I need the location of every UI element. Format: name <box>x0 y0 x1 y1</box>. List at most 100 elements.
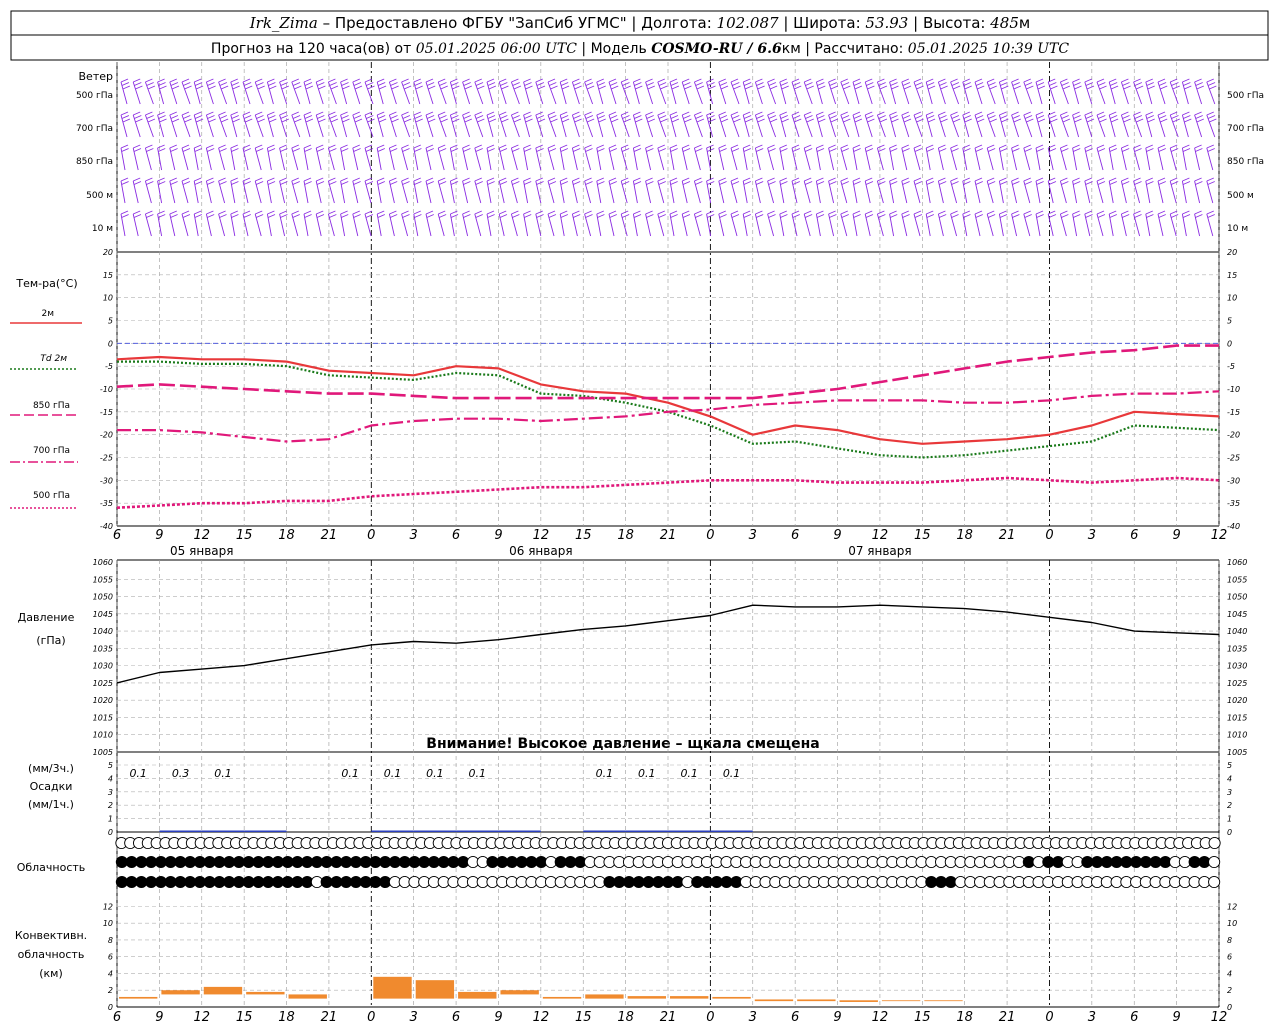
wind-barb-feather <box>219 148 227 152</box>
wind-barb-staff <box>718 213 725 237</box>
wind-barb-feather <box>280 181 288 185</box>
wind-barb-staff <box>852 147 858 171</box>
wind-barb-staff <box>401 81 411 105</box>
wind-barb-feather <box>414 115 422 119</box>
wind-barb-staff <box>1059 147 1067 171</box>
wind-barb-feather <box>646 115 654 119</box>
wind-barb-feather <box>682 214 691 218</box>
wind-barb <box>730 111 741 138</box>
wind-barb-staff <box>535 114 544 138</box>
wind-barb-staff <box>669 81 677 105</box>
wind-barb-staff <box>852 180 858 204</box>
wind-barb <box>815 210 825 237</box>
wind-barb <box>376 210 386 237</box>
wind-barb <box>401 111 412 138</box>
wind-barb-staff <box>657 81 667 105</box>
wind-barb <box>950 177 959 204</box>
wind-barb-feather <box>987 144 995 149</box>
wind-barb-staff <box>791 180 798 204</box>
wind-barb-feather <box>389 111 397 116</box>
wind-barb-feather <box>1049 115 1057 119</box>
wind-barb-feather <box>950 210 958 215</box>
wind-barb-staff <box>876 114 886 138</box>
wind-barb-staff <box>376 114 384 138</box>
wind-barb-staff <box>1145 114 1153 138</box>
y-tick-label: 4 <box>1227 969 1232 978</box>
wind-barb-feather <box>451 115 459 119</box>
wind-barb-feather <box>695 148 703 152</box>
hour-tick-label: 18 <box>278 528 295 543</box>
wind-barb-feather <box>390 181 398 185</box>
wind-barb-feather <box>525 85 533 90</box>
wind-barb-feather <box>926 82 935 86</box>
wind-barb <box>120 78 131 105</box>
wind-barb <box>998 177 1008 204</box>
wind-barb <box>1206 144 1215 171</box>
wind-barb-staff <box>193 147 199 171</box>
wind-barb <box>1181 111 1192 138</box>
wind-barb-feather <box>743 181 752 185</box>
y-tick-label: 15 <box>103 271 113 280</box>
wind-barb-staff <box>144 213 152 237</box>
wind-level-10m-right: 10 м <box>1227 224 1248 234</box>
precip-bar <box>413 830 457 832</box>
wind-barb-feather <box>1207 82 1216 86</box>
day-label: 05 января <box>170 544 233 558</box>
wind-barb-feather <box>1207 115 1216 119</box>
wind-barb-feather <box>279 177 287 182</box>
wind-barb-feather <box>316 177 324 182</box>
wind-barb <box>144 78 156 105</box>
wind-barb <box>742 144 752 171</box>
wind-barb-feather <box>364 177 373 182</box>
y-tick-label: -35 <box>100 499 113 508</box>
wind-barb-feather <box>1195 115 1203 119</box>
wind-barb-feather <box>523 78 531 83</box>
wind-barb-feather <box>743 210 751 215</box>
wind-barb <box>279 144 288 171</box>
wind-barb-feather <box>804 111 812 116</box>
wind-barb <box>974 144 983 171</box>
wind-barb <box>913 177 923 204</box>
wind-barb-feather <box>1207 214 1215 218</box>
wind-barb-staff <box>950 114 960 138</box>
y-tick-label: 3 <box>108 788 113 797</box>
wind-barb-feather <box>428 118 436 123</box>
wind-barb-staff <box>1133 147 1141 171</box>
wind-barb-feather <box>829 82 837 86</box>
wind-barb-feather <box>840 78 848 83</box>
wind-barb-feather <box>524 181 532 185</box>
wind-barb-feather <box>781 118 789 123</box>
wind-barb-feather <box>621 214 630 218</box>
temperature-series-line <box>116 355 1220 445</box>
wind-barb <box>1084 177 1093 204</box>
wind-barb-feather <box>267 181 276 185</box>
wind-barb-staff <box>840 147 848 171</box>
wind-barb-staff <box>1206 81 1216 105</box>
wind-barb-feather <box>342 85 350 90</box>
wind-barb <box>1157 111 1168 138</box>
wind-barb-feather <box>633 111 641 116</box>
wind-barb-feather <box>828 111 836 116</box>
wind-barb-feather <box>987 148 996 152</box>
precip-bar <box>201 830 245 832</box>
wind-barb-feather <box>670 214 678 218</box>
cloud-cover-symbol <box>1208 855 1221 869</box>
wind-barb-staff <box>864 114 873 138</box>
wind-barb-staff <box>779 81 787 105</box>
wind-barb-feather <box>1206 210 1214 215</box>
wind-barb-feather <box>230 177 238 182</box>
wind-barb-staff <box>279 147 286 171</box>
wind-barb-feather <box>267 214 276 218</box>
convective-bar <box>458 991 497 999</box>
wind-barb-feather <box>730 144 739 149</box>
wind-barb-feather <box>732 82 740 86</box>
wind-barb-feather <box>805 115 813 119</box>
wind-barb-feather <box>791 111 800 116</box>
hour-tick-label: 21 <box>660 1010 677 1024</box>
wind-barb-feather <box>377 148 386 152</box>
wind-barb <box>340 111 350 138</box>
wind-barb-feather <box>1122 115 1130 119</box>
pressure-series-line <box>116 604 1220 684</box>
wind-barb <box>1120 177 1130 204</box>
wind-barb <box>340 78 350 105</box>
